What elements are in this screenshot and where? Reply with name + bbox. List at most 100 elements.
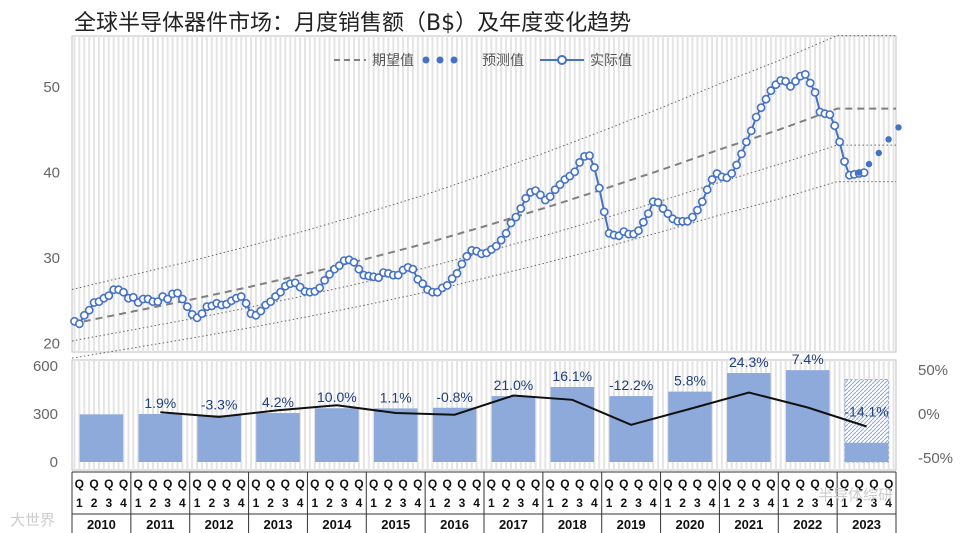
grid-band [171, 36, 174, 352]
actual-point [786, 82, 795, 91]
forecast-point [895, 124, 902, 131]
quarter-letter: Q [119, 477, 128, 491]
actual-point [374, 273, 383, 283]
grid-band [480, 36, 483, 352]
quarter-letter: Q [295, 477, 304, 491]
grid-band [274, 36, 277, 352]
trend-bands [71, 35, 896, 359]
actual-point [177, 294, 187, 304]
grid-band [608, 36, 611, 352]
grid-band [186, 36, 189, 352]
quarter-number: 4 [297, 496, 304, 510]
grid-band [720, 360, 723, 470]
grid-band [725, 36, 728, 352]
actual-point [707, 175, 717, 184]
grid-band [662, 36, 665, 352]
actual-point [825, 110, 835, 119]
quarter-number: 2 [444, 496, 451, 510]
quarter-number: 1 [76, 496, 83, 510]
quarter-number: 2 [679, 496, 686, 510]
grid-band [769, 36, 772, 352]
quarter-letter: Q [869, 477, 878, 491]
actual-point [805, 78, 815, 88]
grid-band [720, 36, 723, 352]
quarter-number: 3 [282, 496, 289, 510]
quarter-letter: Q [413, 477, 422, 491]
actual-point [585, 151, 594, 160]
grid-band [887, 360, 890, 470]
grid-band [774, 360, 777, 470]
grid-band [406, 36, 409, 352]
watermark-left: 大世界 [10, 511, 55, 529]
actual-point [349, 257, 359, 267]
grid-band [799, 36, 802, 352]
grid-band [735, 36, 738, 352]
quarter-letter: Q [398, 477, 407, 491]
quarter-letter: Q [501, 477, 510, 491]
grid-band [220, 360, 223, 470]
grid-band [647, 36, 650, 352]
quarter-letter: Q [163, 477, 172, 491]
actual-point [732, 160, 741, 170]
grid-band [127, 36, 130, 352]
grid-band [338, 36, 341, 352]
grid-band [279, 36, 282, 352]
actual-point [452, 268, 462, 278]
actual-point [663, 209, 673, 218]
quarter-number: 2 [267, 496, 274, 510]
bottom-axes: 0 300 600 50% 0% -50% [33, 358, 953, 471]
actual-point [688, 212, 697, 222]
grid-band [848, 36, 851, 352]
quarter-letter: Q [855, 477, 864, 491]
grid-band [666, 36, 669, 352]
grid-band [662, 360, 665, 470]
grid-band [78, 360, 81, 470]
grid-band [451, 36, 454, 352]
grid-band [421, 36, 424, 352]
grid-band [235, 36, 238, 352]
grid-band [465, 36, 468, 352]
grid-band [769, 360, 772, 470]
y-tick-label: 20 [43, 335, 60, 352]
quarter-number: 3 [871, 496, 878, 510]
grid-band [250, 360, 253, 470]
quarter-number: 4 [768, 496, 775, 510]
grid-band [843, 36, 846, 352]
grid-band [887, 36, 890, 352]
growth-label: -14.1% [844, 403, 888, 419]
actual-point [79, 310, 89, 320]
actual-point [835, 137, 844, 147]
grid-band [863, 36, 866, 352]
quarter-number: 3 [635, 496, 642, 510]
grid-band [632, 36, 635, 352]
actual-point [163, 294, 172, 304]
grid-band [804, 36, 807, 352]
grid-band [652, 360, 655, 470]
grid-band [112, 36, 115, 352]
actual-point [241, 298, 251, 308]
grid-band [882, 36, 885, 352]
grid-band [142, 36, 145, 352]
quarter-letter: Q [634, 477, 643, 491]
growth-y-tick: 0% [918, 406, 940, 423]
year-label: 2022 [793, 517, 822, 532]
grid-band [269, 36, 272, 352]
grid-band [779, 36, 782, 352]
year-label: 2017 [499, 517, 528, 532]
grid-band [357, 36, 360, 352]
grid-band [622, 36, 625, 352]
quarter-letter: Q [516, 477, 525, 491]
top-panel-grid [71, 35, 897, 353]
grid-band [107, 36, 110, 352]
grid-band [750, 36, 753, 352]
actual-point [800, 70, 810, 79]
quarter-number: 3 [400, 496, 407, 510]
quarter-number: 4 [591, 496, 598, 510]
y-tick-label: 30 [43, 250, 60, 267]
grid-band [215, 360, 218, 470]
actual-point [266, 297, 275, 306]
grid-band [88, 36, 91, 352]
actual-point [197, 309, 207, 318]
bar-y-tick: 300 [33, 406, 58, 423]
legend-forecast-dot [422, 56, 430, 64]
